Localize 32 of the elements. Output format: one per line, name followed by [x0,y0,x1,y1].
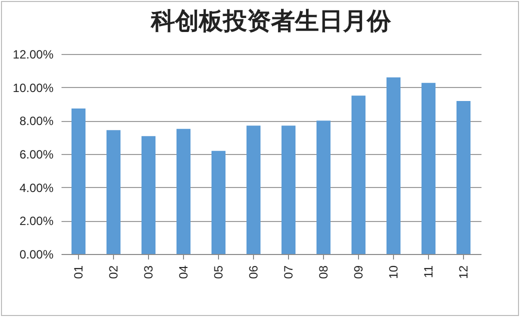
y-tick-label: 12.00% [12,48,54,62]
bar [246,126,260,254]
x-tick-label: 11 [422,265,436,278]
bar [282,126,296,254]
y-tick-label: 4.00% [19,180,54,195]
y-tick-label: 0.00% [19,248,54,262]
x-tick-label: 03 [142,265,156,279]
x-tick-label: 10 [386,265,400,279]
bar [352,96,366,254]
y-tick-label: 2.00% [19,214,54,228]
x-tick-label: 01 [72,265,86,279]
bar [386,77,400,254]
x-tick-label: 06 [246,265,260,279]
chart-title: 科创板投资者生日月份 [150,6,392,35]
bar [456,101,470,254]
x-tick-label: 07 [282,265,296,279]
x-tick-label: 12 [456,265,470,279]
bar [142,136,156,254]
bar [72,108,86,254]
x-tick-label: 02 [106,265,120,279]
y-tick-label: 10.00% [12,80,54,95]
bar [212,150,226,254]
bar [422,82,436,254]
x-tick-label: 08 [316,265,330,279]
bar [316,120,330,254]
x-tick-label: 09 [352,265,366,279]
bar [106,130,120,254]
x-tick-label: 05 [212,265,226,279]
x-tick-label: 04 [176,265,190,279]
y-tick-label: 8.00% [19,114,54,128]
bar [176,128,190,254]
y-tick-label: 6.00% [19,148,54,162]
